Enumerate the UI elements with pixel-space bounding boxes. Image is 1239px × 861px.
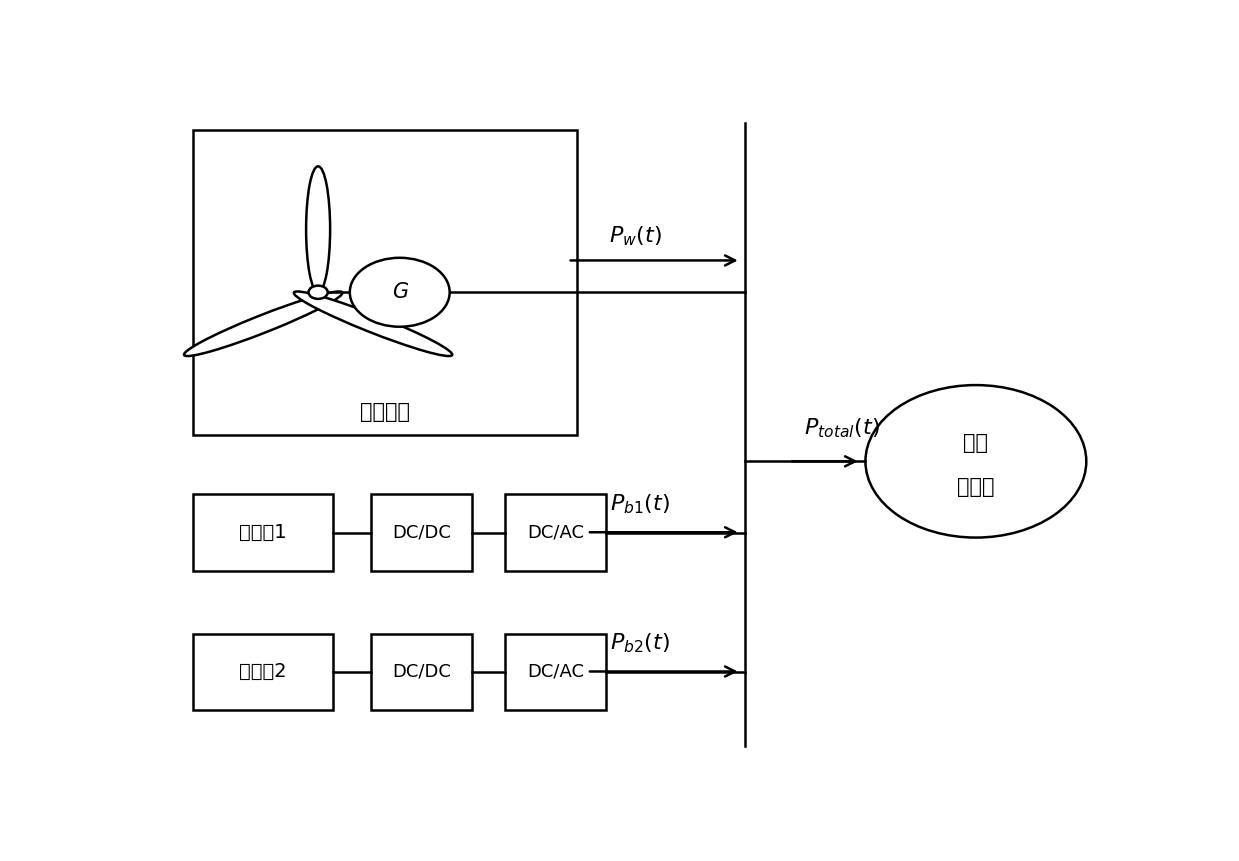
Text: $P_{total}(t)$: $P_{total}(t)$ — [804, 417, 880, 440]
Text: $P_{b1}(t)$: $P_{b1}(t)$ — [610, 492, 670, 517]
Text: 交流: 交流 — [964, 433, 989, 453]
Text: DC/DC: DC/DC — [392, 663, 451, 681]
Circle shape — [309, 286, 327, 299]
Ellipse shape — [306, 166, 330, 292]
Bar — [193, 634, 332, 710]
Text: 电池组1: 电池组1 — [239, 523, 286, 542]
Bar — [506, 634, 606, 710]
Text: $P_w(t)$: $P_w(t)$ — [608, 224, 662, 248]
Text: 风电机组: 风电机组 — [361, 401, 410, 422]
Text: DC/DC: DC/DC — [392, 523, 451, 542]
Text: DC/AC: DC/AC — [528, 523, 585, 542]
Bar — [193, 494, 332, 571]
Circle shape — [866, 385, 1087, 537]
Text: $P_{b2}(t)$: $P_{b2}(t)$ — [610, 632, 670, 655]
Text: 电池组2: 电池组2 — [239, 662, 286, 681]
Bar — [370, 634, 472, 710]
Text: DC/AC: DC/AC — [528, 663, 585, 681]
Text: G: G — [392, 282, 408, 302]
Bar — [193, 130, 577, 435]
Text: 配电网: 配电网 — [957, 476, 995, 497]
Ellipse shape — [294, 292, 452, 356]
Bar — [370, 494, 472, 571]
Ellipse shape — [183, 292, 342, 356]
Circle shape — [349, 257, 450, 326]
Bar — [506, 494, 606, 571]
